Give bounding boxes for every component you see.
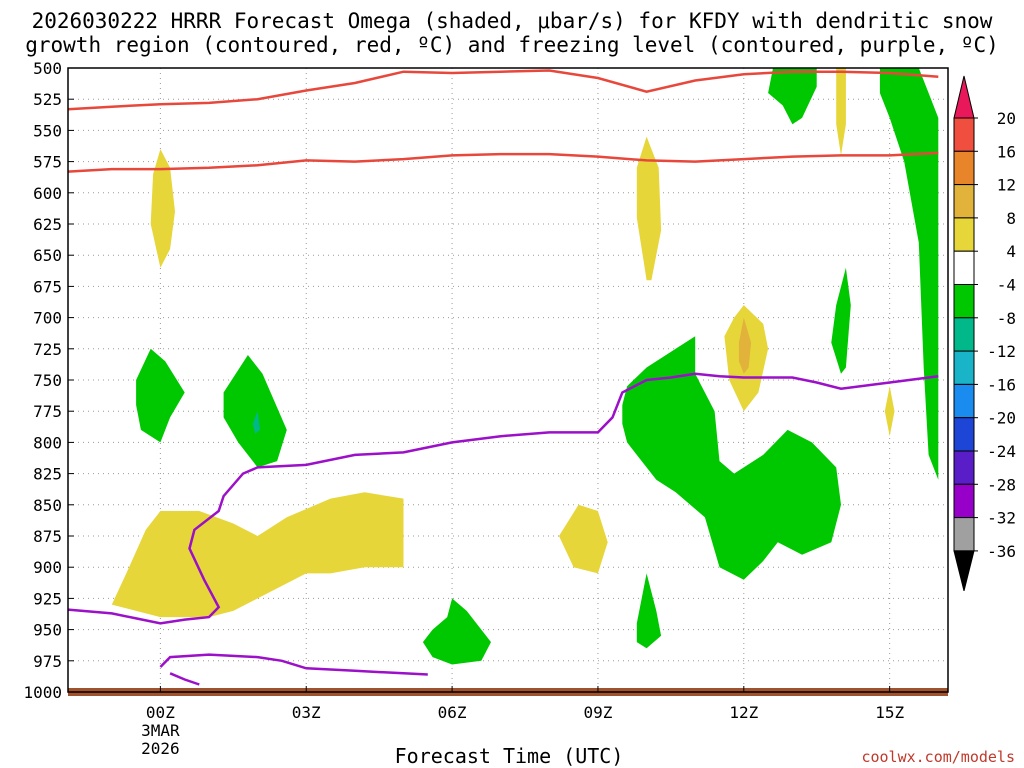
y-tick-label-750: 750 bbox=[33, 371, 62, 390]
x-tick-label-15Z: 15Z bbox=[875, 703, 904, 722]
y-tick-label-725: 725 bbox=[33, 340, 62, 359]
colorbar-label-9: -20 bbox=[987, 409, 1016, 428]
colorbar: 20 16 12 8 4 -4 -8 -12 -16 -20 -24 -28 -32 -36 bbox=[953, 75, 1016, 592]
y-tick-label-1000: 1000 bbox=[23, 683, 62, 702]
y-axis-ticks: 500 525 550 575 600 625 650 675 700 725 750 775 800 8… bbox=[23, 59, 74, 702]
omega-green-14z bbox=[831, 267, 851, 374]
colorbar-label-7: -12 bbox=[987, 342, 1016, 361]
y-tick-label-950: 950 bbox=[33, 621, 62, 640]
colorbar-swatch-7 bbox=[953, 317, 975, 352]
y-tick-label-875: 875 bbox=[33, 527, 62, 546]
y-tick-label-625: 625 bbox=[33, 215, 62, 234]
omega-yellow-10z bbox=[636, 136, 662, 281]
colorbar-label-1: 16 bbox=[997, 142, 1016, 161]
colorbar-swatch-1 bbox=[953, 117, 975, 152]
colorbar-label-5: -4 bbox=[997, 276, 1016, 295]
colorbar-label-8: -16 bbox=[987, 375, 1016, 394]
colorbar-swatch-6 bbox=[953, 284, 975, 319]
y-tick-label-900: 900 bbox=[33, 558, 62, 577]
x-tick-label-09Z: 09Z bbox=[583, 703, 612, 722]
x-tick-label-06Z: 06Z bbox=[438, 703, 467, 722]
omega-shading-layer bbox=[111, 68, 939, 665]
colorbar-swatch-8 bbox=[953, 350, 975, 385]
dgz-contour-upper bbox=[67, 69, 939, 111]
omega-teal-spot bbox=[252, 411, 260, 434]
colorbar-swatch-13 bbox=[953, 517, 975, 552]
colorbar-swatch-9 bbox=[953, 383, 975, 419]
omega-yellow-top-right bbox=[836, 68, 846, 156]
y-tick-label-825: 825 bbox=[33, 465, 62, 484]
y-tick-label-575: 575 bbox=[33, 153, 62, 172]
omega-green-07z bbox=[422, 598, 491, 665]
colorbar-swatch-3 bbox=[953, 184, 975, 219]
omega-green-left-1 bbox=[136, 348, 185, 443]
omega-yellow-09z bbox=[559, 504, 608, 574]
colorbar-label-13: -36 bbox=[987, 542, 1016, 561]
contour-layer bbox=[67, 69, 939, 686]
colorbar-swatch-4 bbox=[953, 217, 975, 252]
omega-green-left-2 bbox=[223, 355, 287, 468]
x-tick-label-03Z: 03Z bbox=[292, 703, 321, 722]
omega-green-top-right bbox=[768, 68, 817, 125]
y-tick-label-975: 975 bbox=[33, 652, 62, 671]
y-tick-label-600: 600 bbox=[33, 184, 62, 203]
colorbar-label-2: 12 bbox=[997, 176, 1016, 195]
omega-green-main bbox=[622, 336, 841, 580]
colorbar-swatch-2 bbox=[953, 150, 975, 186]
freezing-contour-tail bbox=[169, 672, 200, 686]
colorbar-label-4: 4 bbox=[1006, 242, 1016, 261]
y-tick-label-525: 525 bbox=[33, 90, 62, 109]
omega-yellow-15z bbox=[884, 386, 895, 437]
omega-orange-12z bbox=[738, 317, 752, 374]
colorbar-label-10: -24 bbox=[987, 442, 1016, 461]
x-tick-year: 2026 bbox=[141, 739, 180, 758]
y-tick-label-700: 700 bbox=[33, 309, 62, 328]
chart-title-line-1: 2026030222 HRRR Forecast Omega (shaded, … bbox=[32, 9, 993, 33]
y-tick-label-650: 650 bbox=[33, 246, 62, 265]
x-tick-label-00Z: 00Z bbox=[146, 703, 175, 722]
freezing-contour-low bbox=[159, 653, 428, 676]
colorbar-swatch-12 bbox=[953, 483, 975, 519]
colorbar-swatch-10 bbox=[953, 417, 975, 452]
omega-yellow-00z bbox=[150, 149, 175, 268]
omega-green-10z bbox=[636, 573, 662, 649]
colorbar-swatch-5 bbox=[953, 250, 975, 285]
omega-green-right-edge bbox=[879, 68, 939, 480]
y-tick-label-800: 800 bbox=[33, 433, 62, 452]
chart-title-line-2: growth region (contoured, red, ºC) and f… bbox=[25, 33, 999, 57]
colorbar-label-12: -32 bbox=[987, 509, 1016, 528]
y-tick-label-925: 925 bbox=[33, 589, 62, 608]
credit-link[interactable]: coolwx.com/models bbox=[861, 748, 1015, 766]
x-tick-date: 3MAR bbox=[141, 721, 180, 740]
y-tick-label-500: 500 bbox=[33, 59, 62, 78]
x-tick-label-12Z: 12Z bbox=[729, 703, 758, 722]
colorbar-arrow-bottom bbox=[953, 550, 975, 592]
x-axis-label: Forecast Time (UTC) bbox=[395, 744, 624, 768]
y-tick-label-675: 675 bbox=[33, 277, 62, 296]
y-tick-label-550: 550 bbox=[33, 121, 62, 140]
dgz-contour-lower bbox=[67, 151, 939, 173]
colorbar-label-6: -8 bbox=[997, 309, 1016, 328]
colorbar-swatch-11 bbox=[953, 450, 975, 485]
colorbar-label-3: 8 bbox=[1006, 209, 1016, 228]
colorbar-arrow-top bbox=[953, 75, 975, 119]
omega-yellow-low bbox=[111, 492, 404, 618]
y-tick-label-850: 850 bbox=[33, 496, 62, 515]
colorbar-label-11: -28 bbox=[987, 475, 1016, 494]
y-tick-label-775: 775 bbox=[33, 402, 62, 421]
freezing-contour-main bbox=[67, 372, 939, 625]
colorbar-label-0: 20 bbox=[997, 109, 1016, 128]
